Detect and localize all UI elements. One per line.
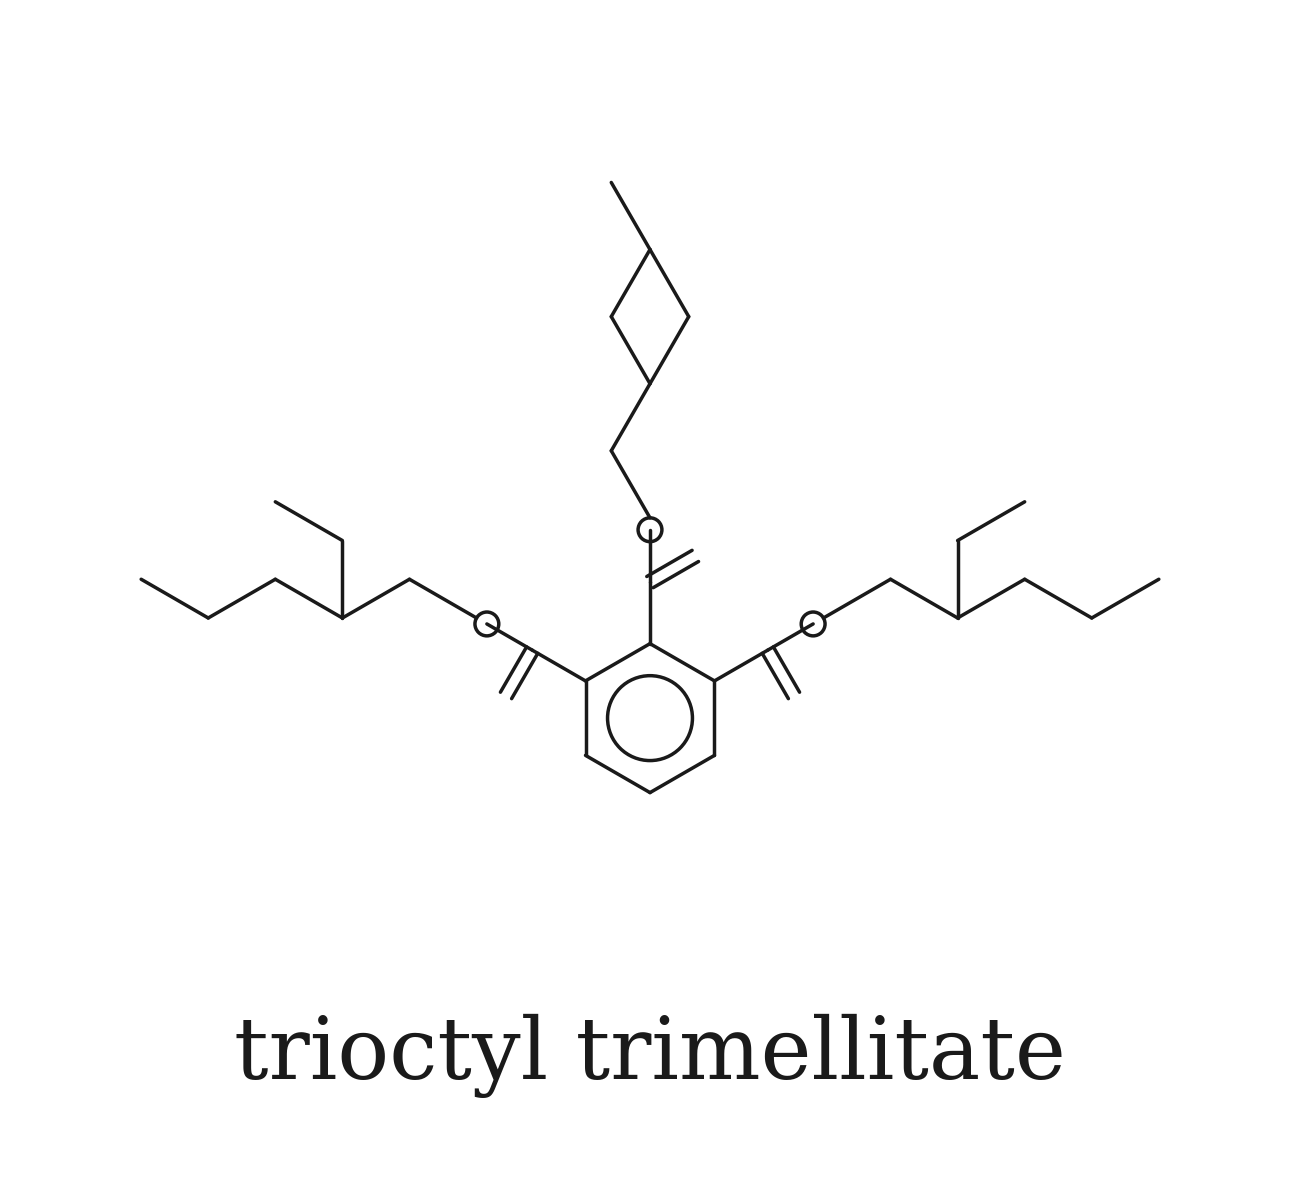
Text: trioctyl trimellitate: trioctyl trimellitate <box>234 1014 1066 1097</box>
